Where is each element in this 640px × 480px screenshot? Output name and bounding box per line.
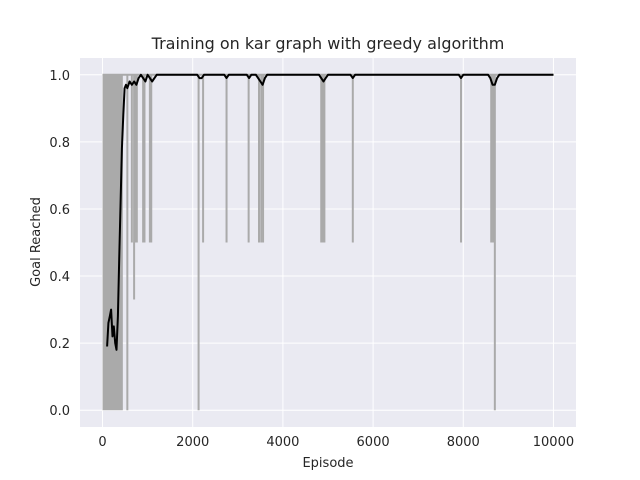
plot-area bbox=[80, 58, 576, 427]
x-axis-ticks: 0 2000 4000 6000 8000 10000 bbox=[98, 435, 574, 450]
y-tick-label: 0.0 bbox=[49, 404, 70, 419]
y-tick-label: 0.4 bbox=[49, 270, 70, 285]
y-tick-label: 0.2 bbox=[49, 337, 70, 352]
x-tick-label: 0 bbox=[98, 435, 106, 450]
x-axis-label: Episode bbox=[302, 456, 353, 471]
y-tick-label: 0.8 bbox=[49, 136, 70, 151]
chart-title: Training on kar graph with greedy algori… bbox=[151, 34, 505, 53]
x-tick-label: 4000 bbox=[266, 435, 299, 450]
x-tick-label: 8000 bbox=[447, 435, 480, 450]
moving-average-line bbox=[106, 73, 554, 351]
moving-average-series bbox=[106, 73, 554, 351]
x-tick-label: 10000 bbox=[533, 435, 574, 450]
y-axis-ticks: 0.0 0.2 0.4 0.6 0.8 1.0 bbox=[49, 69, 70, 419]
x-tick-label: 6000 bbox=[357, 435, 390, 450]
x-tick-label: 2000 bbox=[176, 435, 209, 450]
y-axis-label: Goal Reached bbox=[29, 197, 44, 287]
y-tick-label: 0.6 bbox=[49, 203, 70, 218]
y-tick-label: 1.0 bbox=[49, 69, 70, 84]
